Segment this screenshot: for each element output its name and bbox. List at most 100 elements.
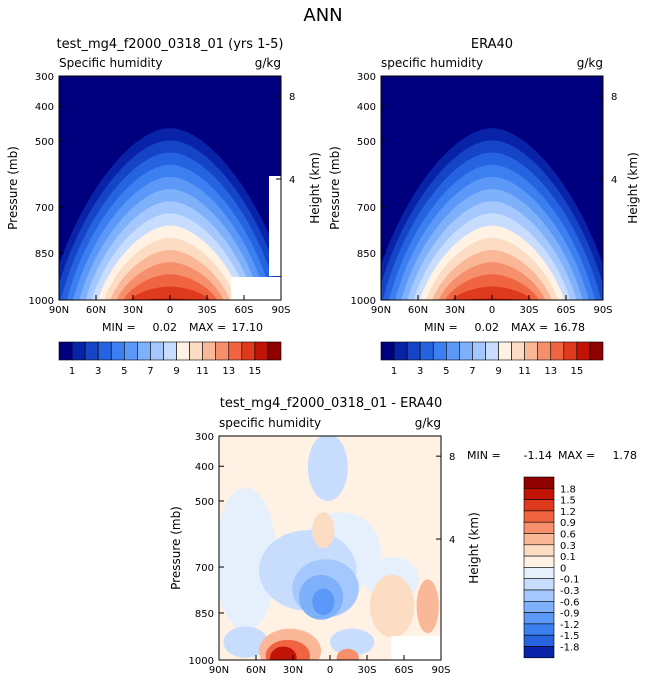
colorbar-swatch — [523, 646, 555, 659]
panel-obs-min-label: MIN = — [424, 321, 458, 334]
panel-obs-contours — [381, 128, 603, 300]
panel-diff-subtitle: specific humidity — [219, 416, 321, 430]
panel-model-axes: 90N 60N 30N 0 30S 60S 90S 300 400 500 700 850 1000 8 4 — [29, 72, 296, 316]
y2-tick-label: 4 — [449, 535, 455, 546]
colorbar-swatch — [523, 555, 555, 568]
x-tick-label: 60N — [408, 305, 428, 316]
x-tick-label: 90N — [371, 305, 391, 316]
x-tick-label: 90S — [593, 305, 612, 316]
y-tick-label: 700 — [35, 203, 54, 214]
x-tick-label: 30N — [445, 305, 465, 316]
panel-model-min-label: MIN = — [102, 321, 136, 334]
x-tick-label: 90N — [209, 665, 229, 676]
y-tick-label: 850 — [195, 609, 214, 620]
colorbar-swatch — [523, 600, 555, 613]
colorbar-label: 15 — [249, 366, 262, 377]
colorbar-label: 3 — [417, 366, 423, 377]
x-tick-label: 60N — [86, 305, 106, 316]
x-tick-label: 60S — [234, 305, 253, 316]
colorbar-label: 9 — [495, 366, 501, 377]
colorbar-label: 0.9 — [560, 518, 576, 529]
colorbar-swatch — [241, 341, 256, 361]
colorbar-label: -1.2 — [560, 620, 580, 631]
colorbar-label: 5 — [121, 366, 127, 377]
colorbar-swatch — [459, 341, 473, 361]
colorbar-swatch — [110, 341, 125, 361]
colorbar-label: 13 — [544, 366, 557, 377]
colorbar-swatch — [84, 341, 99, 361]
panel-model-title: test_mg4_f2000_0318_01 (yrs 1-5) — [57, 37, 284, 52]
colorbar-swatch — [523, 589, 555, 602]
contour-region — [312, 512, 335, 549]
colorbar-label: 0.1 — [560, 552, 576, 563]
x-tick-label: 30S — [197, 305, 216, 316]
panel-diff-missing-region — [391, 636, 441, 660]
colorbar-swatch — [523, 510, 555, 523]
x-tick-label: 0 — [489, 305, 495, 316]
colorbar-swatch — [472, 341, 486, 361]
colorbar-swatch — [380, 341, 395, 361]
panel-model-min-value: 0.02 — [153, 321, 178, 334]
panel-model-contours — [59, 128, 281, 300]
panel-model-max-value: 17.10 — [232, 321, 264, 334]
colorbar-swatch — [523, 499, 555, 512]
x-tick-label: 30S — [357, 665, 376, 676]
panel-model-subtitle: Specific humidity — [59, 56, 163, 70]
contour-region — [219, 487, 277, 631]
x-tick-label: 90S — [431, 665, 450, 676]
panel-model-missing-region — [269, 176, 281, 276]
panel-model-y2label: Height (km) — [308, 152, 322, 223]
colorbar-label: 1.5 — [560, 496, 576, 507]
y-tick-label: 500 — [357, 137, 376, 148]
x-tick-label: 90S — [271, 305, 290, 316]
panel-diff-contours — [219, 436, 439, 660]
colorbar-swatch — [523, 612, 555, 625]
colorbar-swatch — [71, 341, 86, 361]
y-tick-label: 850 — [35, 249, 54, 260]
panel-diff-plot — [219, 436, 441, 660]
panel-diff-max-label: MAX = — [558, 449, 595, 462]
colorbar-label: 11 — [518, 366, 531, 377]
colorbar-swatch — [150, 341, 164, 361]
x-tick-label: 0 — [167, 305, 173, 316]
colorbar-swatch — [498, 341, 512, 361]
x-tick-label: 90N — [49, 305, 69, 316]
panel-model-max-label: MAX = — [189, 321, 226, 334]
panel-obs-max-value: 16.78 — [554, 321, 586, 334]
panel-diff-min-label: MIN = — [467, 449, 501, 462]
contour-region — [312, 588, 335, 616]
panel-model-plot — [59, 76, 281, 300]
panel-obs-title: ERA40 — [471, 37, 513, 52]
colorbar-swatch — [523, 521, 555, 534]
panel-diff: test_mg4_f2000_0318_01 - ERA40 specific … — [169, 396, 637, 676]
colorbar-label: 15 — [571, 366, 584, 377]
colorbar-swatch — [419, 341, 434, 361]
colorbar-label: 3 — [95, 366, 101, 377]
colorbar-swatch — [163, 341, 177, 361]
colorbar-label: 0.3 — [560, 541, 576, 552]
colorbar-swatch — [254, 341, 269, 361]
colorbar-swatch — [511, 341, 525, 361]
contour-region — [336, 648, 359, 660]
x-tick-label: 30S — [519, 305, 538, 316]
y-tick-label: 1000 — [189, 656, 214, 667]
x-tick-label: 30N — [123, 305, 143, 316]
contour-region — [307, 436, 348, 501]
panel-diff-max-value: 1.78 — [613, 449, 638, 462]
panel-model-ylabel: Pressure (mb) — [6, 146, 20, 230]
y-tick-label: 850 — [357, 249, 376, 260]
colorbar-swatch — [393, 341, 408, 361]
colorbar-swatch — [523, 567, 555, 580]
colorbar-swatch — [523, 487, 555, 500]
colorbar-swatch — [176, 341, 190, 361]
colorbar-label: -0.9 — [560, 609, 580, 620]
panel-obs-max-label: MAX = — [511, 321, 548, 334]
y-tick-label: 300 — [35, 72, 54, 83]
panel-obs-plot — [381, 76, 603, 300]
colorbar-obs: 1 3 5 7 9 11 13 15 — [380, 341, 604, 377]
contour-level — [451, 286, 533, 300]
colorbar-swatch — [523, 476, 555, 489]
colorbar-label: -1.8 — [560, 643, 580, 654]
colorbar-label: 7 — [147, 366, 153, 377]
